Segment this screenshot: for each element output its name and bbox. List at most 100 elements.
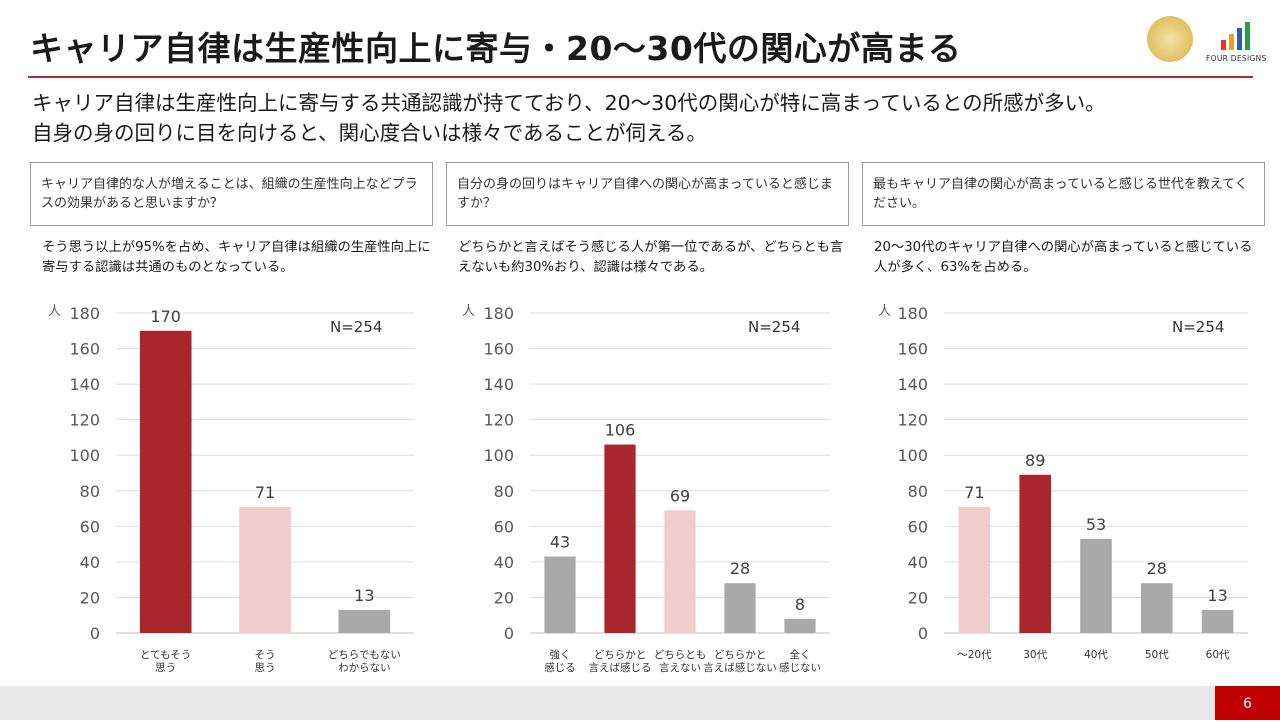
y-tick-label: 180 <box>897 304 928 323</box>
y-tick-label: 0 <box>90 624 100 643</box>
x-category-label: 言えば感じる <box>589 661 652 674</box>
bar-value-label: 43 <box>550 533 570 552</box>
page-subtitle: キャリア自律は生産性向上に寄与する共通認識が持てており、20～30代の関心が特に… <box>32 88 1106 148</box>
x-category-label: ～20代 <box>957 649 992 661</box>
bar <box>544 556 576 633</box>
y-tick-label: 120 <box>483 411 514 430</box>
bar <box>1019 474 1052 633</box>
x-category-label: 50代 <box>1145 649 1169 661</box>
panel-generation: 最もキャリア自律の関心が高まっていると感じる世代を教えてください。 20～30代… <box>862 162 1265 278</box>
y-tick-label: 0 <box>918 624 928 643</box>
y-tick-label: 120 <box>897 411 928 430</box>
answer-text: そう思う以上が95%を占め、キャリア自律は組織の生産性向上に寄与する認識は共通の… <box>42 240 431 275</box>
panel-interest: 自分の身の回りはキャリア自律への関心が高まっていると感じますか？ どちらかと言え… <box>446 162 849 278</box>
y-tick-label: 40 <box>80 553 100 572</box>
bar-value-label: 106 <box>605 421 636 440</box>
bar <box>338 609 391 633</box>
y-tick-label: 0 <box>504 624 514 643</box>
bar <box>784 618 816 633</box>
question-box: 自分の身の回りはキャリア自律への関心が高まっていると感じますか？ <box>446 162 849 226</box>
bar-value-label: 71 <box>255 483 275 502</box>
y-tick-label: 40 <box>908 553 928 572</box>
bar-value-label: 53 <box>1086 515 1106 534</box>
x-category-label: 思う <box>155 662 176 674</box>
y-tick-label: 20 <box>908 588 928 607</box>
award-badge-icon <box>1147 16 1193 62</box>
logo-text: FOUR DESIGNS <box>1206 54 1267 63</box>
y-tick-label: 60 <box>908 517 928 536</box>
bar <box>1080 538 1112 633</box>
answer-text: どちらかと言えばそう感じる人が第一位であるが、どちらとも言えないも約30%おり、… <box>458 240 844 275</box>
bar <box>239 506 291 633</box>
bar <box>664 510 696 633</box>
answer-text: 20～30代のキャリア自律への関心が高まっていると感じている人が多く、63%を占… <box>874 240 1253 275</box>
y-tick-label: 60 <box>494 517 514 536</box>
bar-value-label: 28 <box>730 559 750 578</box>
bar <box>139 330 192 633</box>
y-tick-label: 80 <box>494 482 514 501</box>
x-category-label: 感じない <box>779 661 821 674</box>
bar <box>958 506 991 633</box>
y-tick-label: 160 <box>897 340 928 359</box>
x-category-label: とてもそう <box>140 649 191 661</box>
y-tick-label: 40 <box>494 553 514 572</box>
y-tick-label: 120 <box>69 411 100 430</box>
y-tick-label: 180 <box>483 304 514 323</box>
y-tick-label: 140 <box>897 375 928 394</box>
y-tick-label: 140 <box>69 375 100 394</box>
y-tick-label: 160 <box>483 340 514 359</box>
sample-size-label: N=254 <box>1172 318 1224 336</box>
sample-size-label: N=254 <box>330 318 382 336</box>
bar-charts: 020406080100120140160180人N=254170とてもそう思う… <box>48 304 1248 674</box>
x-category-label: 強く <box>550 648 571 661</box>
y-tick-label: 80 <box>80 482 100 501</box>
x-category-label: わからない <box>338 662 391 674</box>
bar-value-label: 8 <box>795 595 805 614</box>
x-category-label: どちらかと <box>594 649 647 661</box>
x-category-label: 言えば感じない <box>703 661 777 674</box>
x-category-label: どちらかと <box>714 649 767 661</box>
bar-value-label: 71 <box>964 483 984 502</box>
bar-value-label: 69 <box>670 486 690 505</box>
x-category-label: そう <box>255 649 276 661</box>
question-box: キャリア自律的な人が増えることは、組織の生産性向上などプラスの効果があると思いま… <box>30 162 433 226</box>
footer-bar <box>0 686 1280 720</box>
y-unit-label: 人 <box>462 304 475 319</box>
bar <box>1140 583 1173 633</box>
y-tick-label: 100 <box>69 446 100 465</box>
x-category-label: 40代 <box>1084 649 1108 661</box>
sample-size-label: N=254 <box>748 318 800 336</box>
x-category-label: 60代 <box>1206 649 1230 661</box>
page-title: キャリア自律は生産性向上に寄与・20～30代の関心が高まる <box>30 29 962 68</box>
four-designs-logo-icon <box>1221 22 1250 50</box>
bar <box>1201 609 1234 633</box>
y-tick-label: 80 <box>908 482 928 501</box>
bar-value-label: 170 <box>150 307 181 326</box>
x-category-label: 感じる <box>544 661 576 674</box>
bar-value-label: 13 <box>1207 586 1227 605</box>
y-tick-label: 100 <box>897 446 928 465</box>
y-tick-label: 160 <box>69 340 100 359</box>
x-category-label: 言えない <box>659 661 701 674</box>
bar <box>724 583 756 633</box>
panel-productivity: キャリア自律的な人が増えることは、組織の生産性向上などプラスの効果があると思いま… <box>30 162 433 278</box>
bar-value-label: 13 <box>354 586 374 605</box>
y-tick-label: 140 <box>483 375 514 394</box>
x-category-label: 思う <box>255 662 276 674</box>
y-unit-label: 人 <box>48 304 61 319</box>
subtitle-line: 自身の身の回りに目を向けると、関心度合いは様々であることが伺える。 <box>32 121 707 145</box>
y-tick-label: 60 <box>80 517 100 536</box>
title-divider <box>28 76 1253 78</box>
bar-value-label: 28 <box>1147 559 1167 578</box>
bar <box>604 444 636 633</box>
x-category-label: 全く <box>790 648 811 661</box>
x-category-label: どちらでもない <box>328 649 401 661</box>
y-unit-label: 人 <box>878 304 891 319</box>
subtitle-line: キャリア自律は生産性向上に寄与する共通認識が持てており、20～30代の関心が特に… <box>32 91 1106 115</box>
x-category-label: どちらとも <box>654 649 707 661</box>
y-tick-label: 180 <box>69 304 100 323</box>
y-tick-label: 20 <box>80 588 100 607</box>
x-category-label: 30代 <box>1023 649 1047 661</box>
question-box: 最もキャリア自律の関心が高まっていると感じる世代を教えてください。 <box>862 162 1265 226</box>
page-number: 6 <box>1215 686 1280 720</box>
